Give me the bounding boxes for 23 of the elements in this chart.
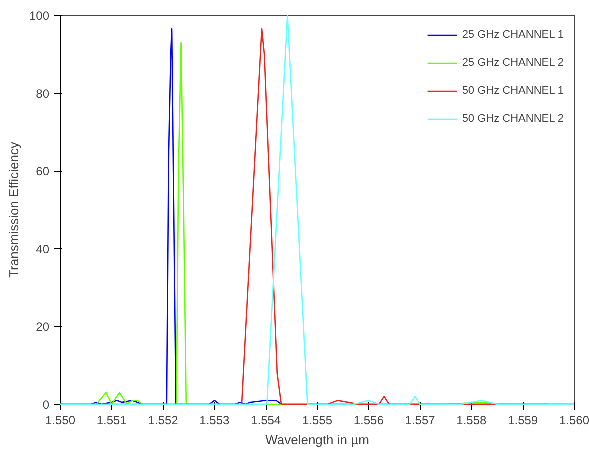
x-tick-label: 1.552 [148, 414, 179, 428]
x-tick-label: 1.557 [405, 414, 436, 428]
legend-label: 25 GHz CHANNEL 1 [462, 29, 564, 41]
x-tick-label: 1.550 [45, 414, 76, 428]
x-axis-title: Wavelength in µm [266, 432, 370, 448]
legend-label: 50 GHz CHANNEL 2 [462, 113, 564, 125]
x-tick-label: 1.551 [96, 414, 128, 428]
y-tick-label: 40 [36, 242, 50, 256]
x-tick-label: 1.555 [302, 414, 333, 428]
x-tick-label: 1.560 [559, 414, 589, 428]
x-tick-label: 1.558 [456, 414, 488, 428]
y-tick-label: 20 [36, 320, 50, 334]
y-tick-label: 80 [36, 86, 50, 101]
legend-label: 50 GHz CHANNEL 1 [462, 85, 564, 97]
y-tick-label: 100 [29, 9, 50, 23]
x-tick-label: 1.559 [508, 414, 538, 428]
legend-label: 25 GHz CHANNEL 2 [462, 57, 564, 69]
y-tick-label: 0 [42, 398, 50, 412]
y-tick-label: 60 [36, 164, 50, 179]
x-tick-label: 1.553 [200, 414, 230, 428]
x-tick-label: 1.554 [251, 414, 282, 428]
y-axis-title: Transmission Efficiency [6, 142, 22, 278]
x-tick-label: 1.556 [354, 414, 384, 428]
